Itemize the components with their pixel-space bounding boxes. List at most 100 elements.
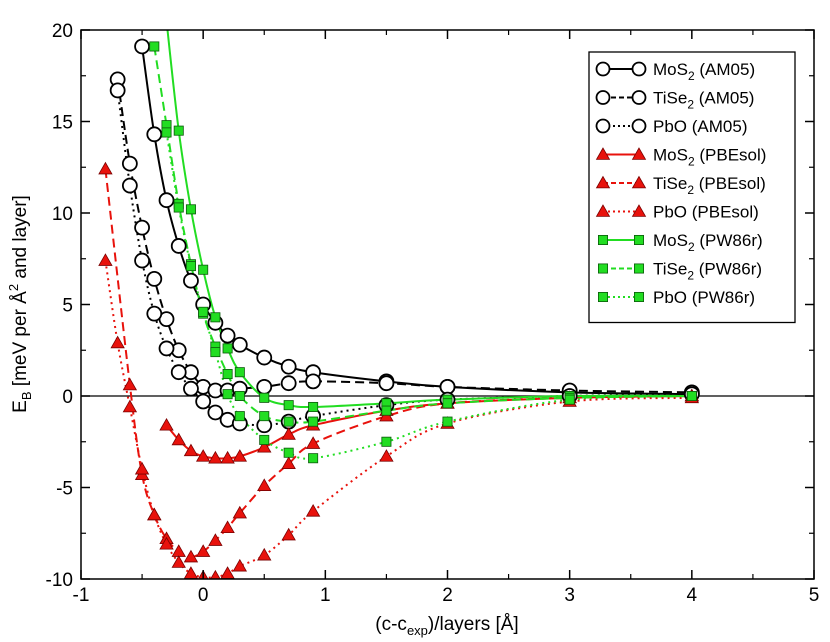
mos2-am05-point-3 (170, 238, 187, 254)
mos2-pbesol-point-5 (220, 450, 235, 464)
mos2-am05-point-7 (219, 327, 236, 344)
legend-marker-mos2-pbesol-b (631, 147, 647, 160)
pbo-am05-point-2 (134, 252, 150, 269)
legend-marker-pbo-pbesol-b (631, 204, 647, 217)
pbo-pbesol-point-5 (159, 536, 174, 550)
pbo-am05-point-8 (207, 404, 224, 421)
x-tick-label: 0 (198, 585, 209, 606)
x-tick-label: 1 (320, 585, 331, 606)
pbo-pw86r-point-0 (161, 127, 172, 138)
pbo-am05-point-7 (195, 393, 212, 410)
tise2-pbesol-point-5 (171, 544, 186, 557)
x-tick-label: 4 (687, 585, 698, 606)
tise2-am05-point-14 (378, 375, 395, 392)
legend-label-mos2-pbesol: MoS2 (PBEsol) (653, 146, 766, 169)
legend-marker-pbo-pw86r-b (634, 291, 645, 302)
pbo-am05-point-4 (158, 340, 175, 357)
legend-marker-tise2-pw86r-b (634, 263, 645, 274)
mos2-pbesol-point-1 (171, 432, 186, 446)
mos2-pw86r-point-5 (222, 343, 233, 354)
tise2-am05-point-3 (146, 270, 163, 287)
pbo-pw86r-point-6 (234, 411, 245, 422)
pbo-pw86r-point-3 (198, 306, 209, 317)
y-tick-label: 20 (52, 21, 73, 42)
pbo-pbesol-point-4 (147, 507, 162, 521)
legend-marker-tise2-am05-b (631, 90, 647, 105)
pbo-pbesol-point-2 (122, 399, 138, 413)
y-axis-title: EB [meV per Å2 and layer] (6, 195, 34, 413)
y-tick-label: 5 (62, 296, 73, 317)
legend-marker-mos2-pw86r-b (634, 234, 645, 245)
pbo-am05-point-0 (109, 82, 126, 99)
legend-marker-pbo-pbesol-a (595, 204, 611, 217)
tise2-am05-point-12 (280, 375, 297, 392)
y-tick-label: 10 (52, 204, 73, 225)
pbo-pw86r-point-12 (564, 394, 575, 405)
y-axis-title-tail: and layer] (10, 195, 31, 284)
legend-label-mos2-pw86r: MoS2 (PW86r) (653, 231, 763, 254)
mos2-pw86r-point-6 (234, 367, 245, 378)
legend-marker-mos2-pw86r-a (598, 234, 609, 245)
pbo-am05-point-3 (146, 305, 163, 322)
pbo-pw86r-point-4 (210, 347, 221, 358)
mos2-pw86r-point-9 (308, 401, 319, 412)
tise2-pbesol-point-8 (208, 533, 223, 546)
pbo-pbesol-point-11 (232, 558, 248, 572)
tise2-pbesol-point-7 (195, 544, 211, 557)
y-axis-title-sub: B (19, 391, 34, 400)
tise2-pbesol-point-6 (183, 549, 199, 563)
legend-marker-tise2-pbesol-a (595, 175, 611, 189)
legend-marker-pbo-am05-a (595, 118, 611, 134)
pbo-am05-point-5 (170, 364, 187, 381)
y-tick-label: 0 (62, 387, 73, 408)
mos2-pbesol-point-4 (208, 450, 223, 464)
pbo-pw86r-point-1 (173, 202, 184, 213)
mos2-pbesol-point-6 (232, 449, 248, 462)
pbo-pw86r-point-7 (259, 434, 270, 445)
x-tick-label: -1 (73, 585, 90, 606)
pbo-pbesol-point-1 (110, 335, 125, 349)
x-tick-label: 3 (564, 585, 575, 606)
mos2-am05-point-9 (256, 349, 273, 366)
tise2-pw86r-point-12 (442, 398, 453, 409)
pbo-am05-point-6 (183, 380, 199, 397)
pbo-pw86r-point-2 (185, 261, 196, 272)
mos2-pw86r-point-0 (162, 16, 171, 25)
mos2-am05-point-4 (183, 272, 199, 289)
mos2-pw86r-point-7 (259, 392, 270, 403)
tise2-am05-point-15 (439, 378, 456, 395)
tise2-pw86r-point-0 (149, 41, 160, 52)
legend-marker-mos2-am05-b (631, 61, 647, 77)
mos2-pw86r-point-4 (210, 312, 221, 323)
pbo-pw86r-point-8 (283, 447, 294, 458)
tise2-pbesol-point-13 (305, 436, 321, 449)
mos2-pbesol-point-7 (257, 439, 272, 453)
pbo-pbesol-point-15 (379, 449, 394, 462)
tise2-pbesol-point-0 (98, 161, 113, 175)
mos2-pw86r-point-3 (198, 264, 209, 275)
pbo-pw86r-point-13 (686, 390, 697, 401)
mos2-pw86r-point-2 (185, 204, 196, 215)
legend-label-mos2-am05: MoS2 (AM05) (653, 60, 755, 83)
pbo-pw86r-point-9 (308, 453, 319, 464)
legend-label-pbo-am05: PbO (AM05) (653, 117, 748, 136)
legend-label-pbo-pw86r: PbO (PW86r) (653, 288, 755, 307)
tise2-am05-point-2 (134, 219, 150, 236)
mos2-pw86r-point-1 (173, 125, 184, 136)
pbo-pw86r-point-5 (222, 389, 233, 400)
legend-label-tise2-pw86r: TiSe2 (PW86r) (653, 260, 762, 283)
pbo-pw86r-point-10 (381, 436, 392, 447)
legend-marker-tise2-pw86r-a (598, 263, 609, 274)
x-axis-title-rest: )/layers [Å] (428, 614, 519, 635)
tise2-pw86r-point-10 (308, 416, 319, 427)
x-axis-title: (c-cexp)/layers [Å] (375, 614, 518, 638)
mos2-am05-point-2 (158, 192, 175, 209)
legend-marker-tise2-am05-a (595, 90, 611, 105)
legend-label-pbo-pbesol: PbO (PBEsol) (653, 203, 759, 222)
x-axis-title-main: (c-c (375, 614, 407, 635)
tise2-am05-point-11 (256, 378, 273, 395)
mos2-am05-point-1 (146, 126, 163, 143)
mos2-pbesol-point-2 (183, 443, 199, 457)
tise2-pw86r-point-9 (283, 416, 294, 427)
